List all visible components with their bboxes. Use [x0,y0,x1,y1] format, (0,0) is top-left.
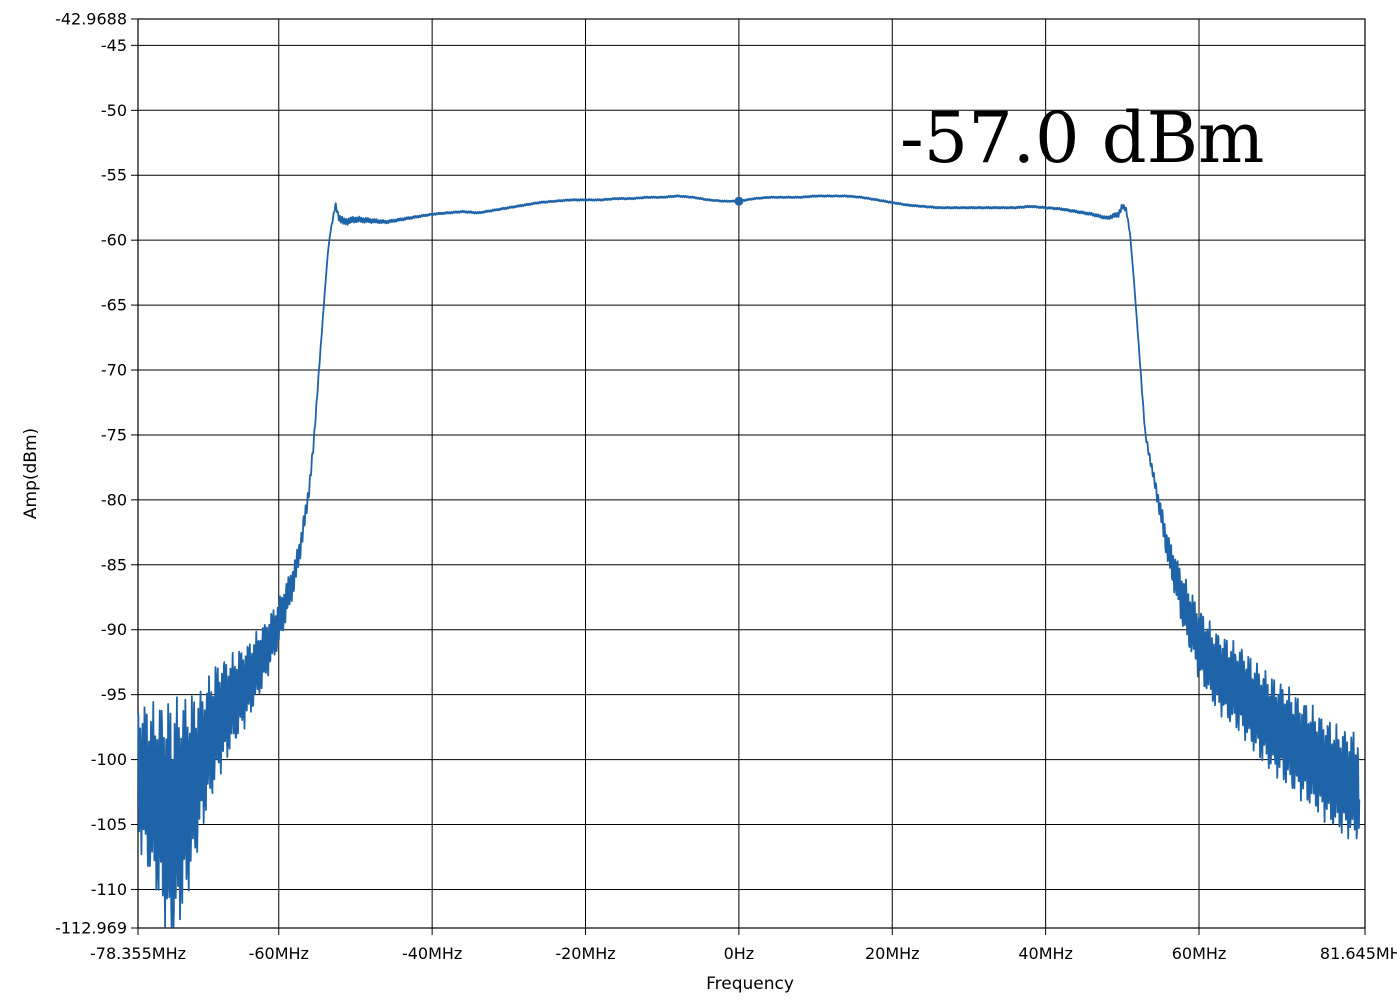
plot-area [137,18,1366,929]
x-tick-label: 60MHz [1172,944,1227,963]
y-tick-label: -55 [101,166,127,185]
y-tick-label: -105 [91,815,127,834]
x-tick-label: -20MHz [555,944,615,963]
x-tick-label: -78.355MHz [90,944,186,963]
y-axis-ticks: -42.9688 -45 -50 -55 -60 -65 -70 -75 -80 -85 -90 -9… [55,10,138,938]
y-tick-label: -100 [91,750,127,769]
grid-lines [137,18,1366,929]
y-tick-label: -45 [101,36,127,55]
y-tick-label: -75 [101,425,127,444]
y-tick-label: -70 [101,361,127,380]
y-tick-label: -80 [101,490,127,509]
x-tick-label: 0Hz [724,944,755,963]
x-axis-title: Frequency [706,974,794,994]
x-tick-label: -60MHz [249,944,309,963]
y-tick-label: -60 [101,231,127,250]
x-tick-label: 40MHz [1018,944,1073,963]
y-axis-title: Amp(dBm) [21,428,41,519]
x-tick-label: 20MHz [865,944,920,963]
y-tick-label: -90 [101,620,127,639]
x-tick-label: 81.645MHz [1320,944,1397,963]
series-line-spectrum [137,194,1361,928]
y-tick-label: -95 [101,685,127,704]
y-tick-label: -65 [101,296,127,315]
x-axis-ticks: -78.355MHz -60MHz -40MHz -20MHz 0Hz 20MHz 40MH… [90,928,1397,963]
y-tick-label: -110 [91,880,127,899]
y-tick-label: -50 [101,101,127,120]
x-tick-label: -40MHz [402,944,462,963]
marker-point[interactable] [734,196,744,206]
marker-readout: -57.0 dBm [900,97,1264,179]
y-tick-label: -42.9688 [55,10,127,29]
y-tick-label: -112.969 [55,919,127,938]
y-tick-label: -85 [101,555,127,574]
